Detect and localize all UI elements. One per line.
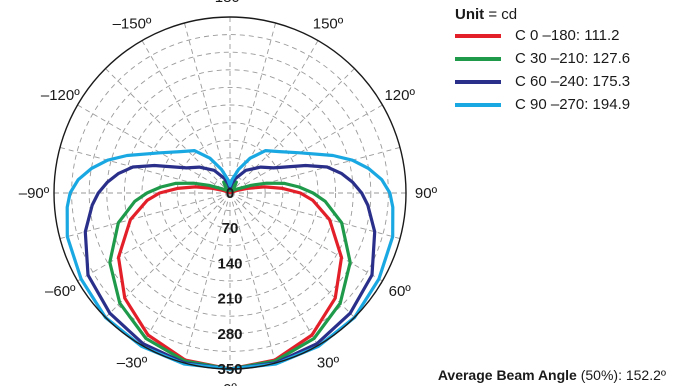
grid-ring xyxy=(211,174,249,212)
legend-item: C 0 –180: 111.2 xyxy=(455,24,630,47)
radial-tick-labels: 0 70 140 210 280 350 xyxy=(217,185,242,378)
grid-ring xyxy=(123,86,337,300)
outer-circle xyxy=(53,16,407,370)
angle-label: –150º xyxy=(113,15,152,32)
legend-swatch xyxy=(455,102,501,107)
grid-spoke xyxy=(77,192,231,282)
grid-spoke xyxy=(229,68,355,194)
grid-ring xyxy=(141,104,319,282)
unit-value: cd xyxy=(501,5,518,23)
grid-spoke xyxy=(229,22,276,194)
grid-ring xyxy=(88,51,372,335)
grid-spoke xyxy=(229,192,276,364)
grid-spoke xyxy=(184,192,231,364)
angle-label: –60º xyxy=(45,283,76,300)
grid-spoke xyxy=(77,104,231,194)
angle-label: 0º xyxy=(223,381,237,386)
grid-ring xyxy=(106,69,354,317)
angle-label: –120º xyxy=(41,87,80,104)
grid-spoke xyxy=(229,192,319,346)
series-curve xyxy=(83,163,377,371)
angle-label: –90º xyxy=(19,185,50,202)
legend-swatch xyxy=(455,33,501,38)
legend-label: C 90 –270: 194.9 xyxy=(515,96,631,113)
series-curve xyxy=(65,149,395,371)
legend-label: C 30 –210: 127.6 xyxy=(515,50,631,67)
legend-unit: Unit = cd xyxy=(455,5,518,23)
outer-ring xyxy=(53,16,407,370)
angle-label: –30º xyxy=(117,355,148,372)
legend-swatch xyxy=(455,79,501,84)
legend-swatch xyxy=(455,56,501,61)
footer-label: Average Beam Angle xyxy=(437,367,577,383)
grid-ring xyxy=(176,139,284,247)
grid-spoke xyxy=(229,104,383,194)
radial-tick-label: 210 xyxy=(217,291,242,308)
angle-label: 30º xyxy=(317,355,340,372)
grid-ring xyxy=(194,157,266,229)
grid-spoke xyxy=(229,40,319,194)
angle-label: 150º xyxy=(313,15,344,32)
angle-label: 180º xyxy=(215,0,246,6)
grid-spoke xyxy=(229,192,401,239)
grid-spoke xyxy=(59,192,231,239)
series-curve xyxy=(116,185,344,371)
legend-item: C 60 –240: 175.3 xyxy=(455,70,630,93)
legend: Unit = cd C 0 –180: 111.2 C 30 –210: 127… xyxy=(455,4,630,116)
angle-label: 120º xyxy=(384,87,415,104)
radial-tick-label: 140 xyxy=(217,255,242,272)
grid-spoke xyxy=(105,192,231,318)
grid-spoke xyxy=(141,40,231,194)
radial-tick-label: 70 xyxy=(222,220,239,237)
grid-spoke xyxy=(141,192,231,346)
average-beam-angle: Average Beam Angle (50%): 152.2º xyxy=(438,367,666,383)
legend-item: C 90 –270: 194.9 xyxy=(455,93,630,116)
footer-value: (50%): 152.2º xyxy=(580,367,666,383)
radial-tick-label: 280 xyxy=(217,326,242,343)
legend-label: C 60 –240: 175.3 xyxy=(515,73,631,90)
legend-item: C 30 –210: 127.6 xyxy=(455,47,630,70)
grid-spoke xyxy=(105,68,231,194)
grid-spoke xyxy=(229,192,383,282)
angle-labels: 180º –150º 150º –120º 120º –90º 90º –60º 60º –30º… xyxy=(19,0,438,386)
angle-label: 60º xyxy=(389,283,412,300)
angle-label: 90º xyxy=(415,185,438,202)
grid-spoke xyxy=(229,192,355,318)
series-curves xyxy=(65,149,395,371)
grid-spoke xyxy=(184,22,231,194)
legend-label: C 0 –180: 111.2 xyxy=(515,27,620,44)
unit-label: Unit xyxy=(455,5,485,23)
radial-tick-label: 350 xyxy=(217,361,242,378)
radial-tick-label: 0 xyxy=(226,185,234,202)
